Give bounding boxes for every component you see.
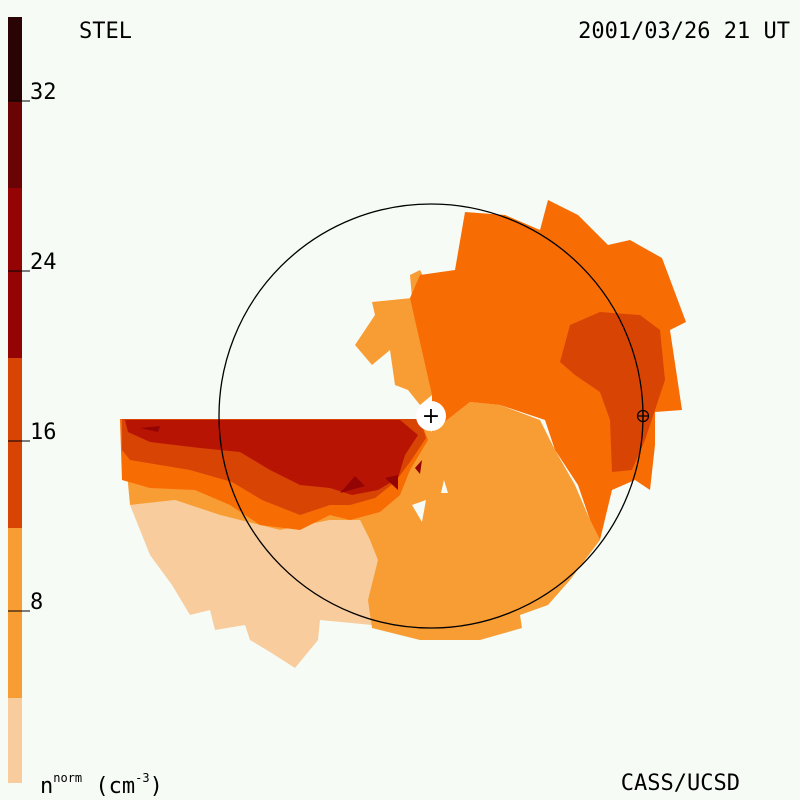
colorbar-level-4 xyxy=(8,357,22,528)
unit-paren-open: (cm xyxy=(95,774,136,799)
colorbar-level-2 xyxy=(8,527,22,698)
colorbar xyxy=(8,17,30,783)
unit-exp: -3 xyxy=(135,771,150,785)
colorbar-tick-label: 32 xyxy=(30,80,57,105)
timestamp-label: 2001/03/26 21 UT xyxy=(578,19,790,44)
colorbar-tick-label: 16 xyxy=(30,420,57,445)
density-region-high-right xyxy=(560,312,665,472)
unit-sup: norm xyxy=(53,771,83,785)
colorbar-level-7 xyxy=(8,100,22,188)
unit-label: nnorm (cm-3) xyxy=(40,771,163,799)
colorbar-level-1 xyxy=(8,697,22,783)
colorbar-tick-label: 8 xyxy=(30,590,44,615)
unit-paren-close: ) xyxy=(149,774,163,799)
colorbar-level-6 xyxy=(8,187,22,358)
credit-label: CASS/UCSD xyxy=(620,771,740,796)
density-region-low xyxy=(130,500,380,668)
sun-marker xyxy=(416,401,446,431)
unit-base: n xyxy=(40,774,54,799)
density-region-very-high xyxy=(125,420,418,495)
data-gap xyxy=(412,500,426,522)
data-gap xyxy=(441,480,448,493)
colorbar-tick-label: 24 xyxy=(30,250,57,275)
sun-symbol: + xyxy=(422,404,440,429)
observatory-label: STEL xyxy=(79,19,132,44)
colorbar-level-8 xyxy=(8,17,22,101)
